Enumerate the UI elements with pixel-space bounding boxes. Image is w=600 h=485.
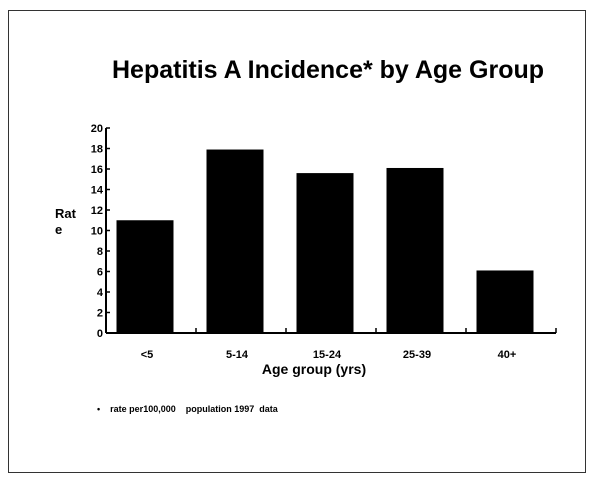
y-tick-label: 14	[91, 185, 104, 197]
y-tick-label: 12	[91, 205, 103, 217]
y-tick-label: 4	[97, 287, 104, 299]
y-tick-label: 10	[91, 226, 103, 238]
y-axis-label: Rate	[55, 206, 76, 237]
x-tick-label: 25-39	[403, 349, 431, 361]
bar-25-39	[386, 167, 444, 333]
y-tick-label: 6	[97, 267, 103, 279]
x-tick-label: 5-14	[226, 349, 249, 361]
x-tick-label: 40+	[498, 349, 517, 361]
bar-5-14	[206, 149, 264, 333]
slide-frame: Hepatitis A Incidence* by Age Group Rate…	[8, 10, 586, 473]
footnote-text: rate per100,000 population 1997 data	[110, 404, 278, 414]
chart-title: Hepatitis A Incidence* by Age Group	[112, 56, 545, 84]
y-tick-label: 2	[97, 308, 103, 320]
y-tick-label: 8	[97, 246, 103, 258]
x-axis-label: Age group (yrs)	[262, 361, 366, 377]
footnote-bullet: •	[97, 404, 101, 414]
x-tick-label: <5	[141, 349, 154, 361]
y-tick-label: 0	[97, 328, 103, 340]
bar-40+	[476, 270, 534, 333]
bar-15-24	[296, 173, 354, 333]
y-tick-label: 18	[91, 144, 103, 156]
bar-chart: 0 2 4 6 8 10 12 14 16 18 20 <5 5-14 15-24 25-39 40+ Age …	[91, 123, 557, 377]
y-tick-label: 16	[91, 164, 103, 176]
y-tick-label: 20	[91, 123, 103, 135]
x-tick-label: 15-24	[313, 349, 342, 361]
bar-<5	[116, 220, 174, 333]
footnote: • rate per100,000 population 1997 data	[97, 404, 278, 414]
